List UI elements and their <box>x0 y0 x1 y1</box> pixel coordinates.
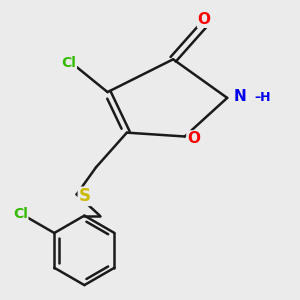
Text: O: O <box>187 131 200 146</box>
Text: Cl: Cl <box>61 56 76 70</box>
Text: S: S <box>78 187 90 205</box>
Text: N: N <box>233 89 246 104</box>
Text: –H: –H <box>254 92 271 104</box>
Text: O: O <box>197 12 211 27</box>
Text: Cl: Cl <box>13 207 28 221</box>
